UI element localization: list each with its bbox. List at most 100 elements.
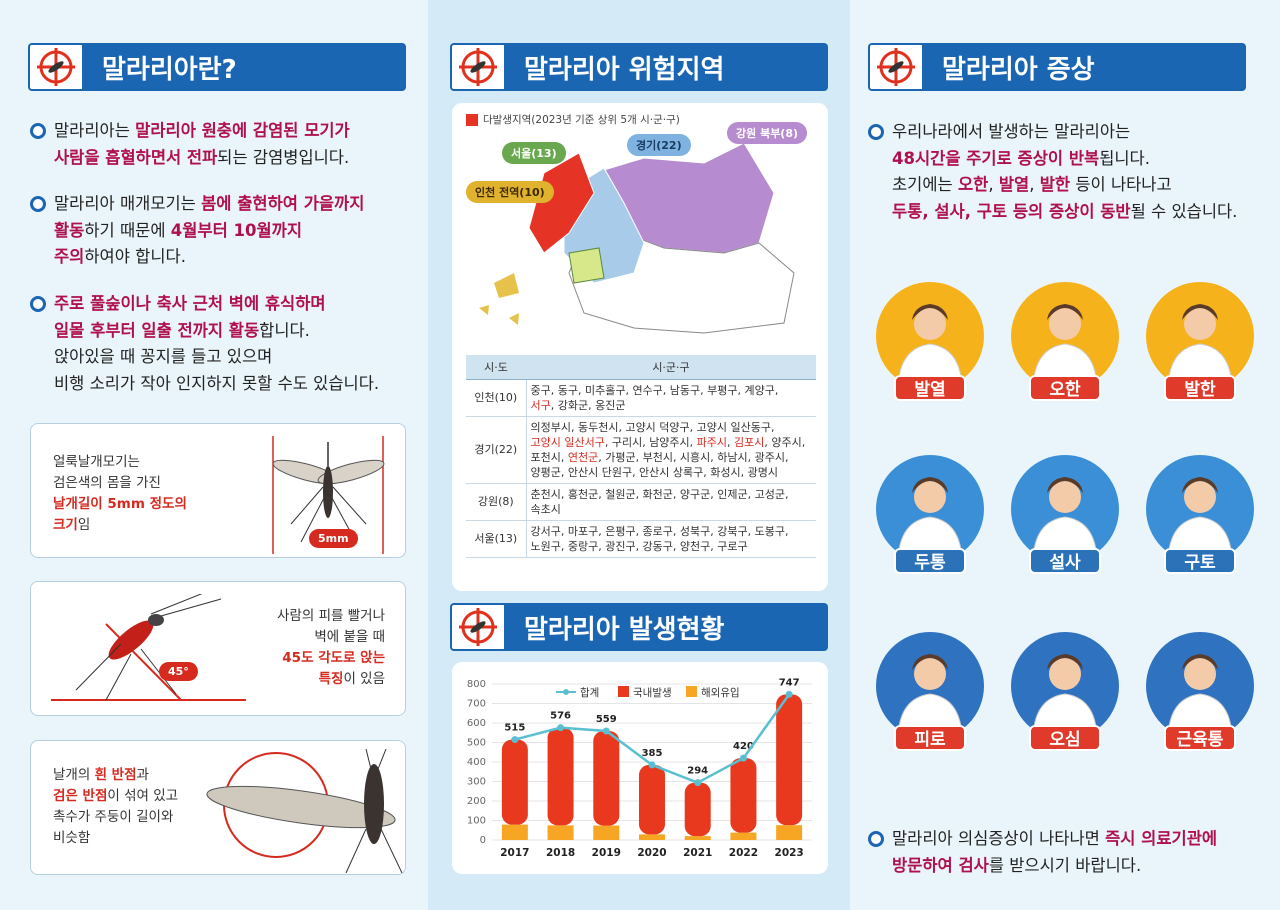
- text-run: 날개의: [53, 767, 95, 783]
- symptom-label: 오심: [1029, 725, 1101, 751]
- symptoms-intro: 우리나라에서 발생하는 말라리아는 48시간을 주기로 증상이 반복됩니다. 초기에…: [868, 119, 1272, 225]
- table-row: 경기(22) 의정부시, 동두천시, 고양시 덕양구, 고양시 일산동구, 고양시 …: [466, 416, 816, 484]
- symptom-label: 오한: [1029, 375, 1101, 401]
- text-run: 노원구, 중랑구, 광진구, 강동구, 양천구, 구로구: [530, 539, 748, 553]
- text-run: 임: [77, 517, 91, 533]
- text-run: 비슷함: [53, 830, 91, 846]
- text-run: 사람을 흡혈하면서 전파: [54, 147, 218, 167]
- symptom-illustration: [1011, 632, 1119, 740]
- text-run: 방문하여 검사: [892, 855, 989, 875]
- text-run: 검은 반점: [53, 788, 108, 804]
- risk-region-table: 시·도 시·군·구 인천(10) 중구, 동구, 미추홀구, 연수구, 남동구, 부…: [466, 355, 816, 558]
- legend-total-dot: [563, 689, 569, 695]
- y-tick-label: 500: [467, 738, 486, 749]
- column-what-is-malaria: 말라리아란? 말라리아는 말라리아 원충에 감염된 모기가 사람을 흡혈하면서 전…: [0, 0, 428, 910]
- bullet-ring-icon: [30, 196, 46, 212]
- th-province: 시·도: [466, 355, 526, 380]
- row-key: 경기(22): [466, 416, 527, 484]
- symptom-label: 발열: [894, 375, 966, 401]
- column-risk-and-stats: 말라리아 위험지역 다발생지역(2023년 기준 상위 5개 시·군·구) 서울…: [428, 0, 850, 910]
- y-tick-label: 300: [467, 777, 486, 788]
- mosquito-wing-illustration: [206, 749, 403, 873]
- card-wings-text: 날개의 흰 반점과 검은 반점이 섞여 있고 촉수가 주둥이 길이와 비슷함: [53, 765, 178, 849]
- row-value: 춘천시, 홍천군, 철원군, 화천군, 양구군, 인제군, 고성군, 속초시: [526, 483, 816, 521]
- map-legend: 다발생지역(2023년 기준 상위 5개 시·군·구): [483, 114, 680, 126]
- legend-overseas-swatch: [686, 686, 697, 697]
- text-run: 우리나라에서 발생하는 말라리아는: [892, 122, 1131, 141]
- bullet-ring-icon: [30, 296, 46, 312]
- symptom-label: 발한: [1164, 375, 1236, 401]
- text-run: 비행 소리가 작아 인지하지 못할 수도 있습니다.: [54, 373, 380, 393]
- bullet-habits: 주로 풀숲이나 축사 근처 벽에 휴식하며 일몰 후부터 일출 전까지 활동합니다…: [30, 291, 424, 397]
- size-tag: 5mm: [309, 529, 358, 548]
- risk-map-card: 다발생지역(2023년 기준 상위 5개 시·군·구) 서울(13) 경기(22…: [452, 103, 828, 591]
- text-run: 일몰 후부터 일출 전까지 활동: [54, 320, 260, 340]
- legend-overseas: 해외유입: [701, 686, 740, 699]
- mosquito-target-icon: [450, 43, 506, 91]
- text-run: , 양주시,: [764, 435, 806, 449]
- text-run: 되는 감염병입니다.: [217, 147, 350, 167]
- symptom-illustration: [1011, 282, 1119, 390]
- section-title: 말라리아 증상: [924, 43, 1246, 91]
- point-total: [557, 724, 565, 732]
- symptom-illustration: [1146, 632, 1254, 740]
- stats-chart-card: 0 100 200 300 400 500 600 700 800 2017 515 2018 576 2…: [452, 662, 828, 874]
- x-tick-label: 2021: [683, 847, 712, 859]
- text-run: 말라리아 의심증상이 나타나면: [892, 829, 1106, 848]
- symptoms-outro: 말라리아 의심증상이 나타나면 즉시 의료기관에 방문하여 검사를 받으시기 바랍…: [868, 826, 1272, 879]
- text-run: 의정부시, 동두천시, 고양시 덕양구, 고양시 일산동구,: [530, 420, 775, 434]
- section-header-what-is: 말라리아란?: [28, 43, 406, 91]
- card-wings: 날개의 흰 반점과 검은 반점이 섞여 있고 촉수가 주둥이 길이와 비슷함: [30, 740, 406, 875]
- bullet-ring-icon: [30, 123, 46, 139]
- legend-domestic-swatch: [618, 686, 629, 697]
- row-value: 강서구, 마포구, 은평구, 종로구, 성북구, 강북구, 도봉구, 노원구, 중…: [526, 520, 816, 558]
- symptom-item: 피로: [872, 632, 987, 751]
- card-size-text: 얼룩날개모기는 검은색의 몸을 가진 날개길이 5mm 정도의 크기임: [53, 452, 187, 536]
- text-run: 말라리아는: [54, 121, 136, 140]
- text-run: 파주시: [696, 435, 728, 449]
- text-run: 김포시: [734, 435, 765, 449]
- symptom-label: 설사: [1029, 548, 1101, 574]
- text-run: 속초시: [530, 502, 561, 516]
- mosquito-size-illustration: [272, 436, 385, 554]
- text-run: 과: [136, 767, 149, 783]
- text-run: 검은색의 몸을 가진: [53, 475, 161, 491]
- table-row: 강원(8) 춘천시, 홍천군, 철원군, 화천군, 양구군, 인제군, 고성군, 속…: [466, 483, 816, 521]
- x-tick-label: 2023: [775, 847, 804, 859]
- symptom-illustration: [876, 455, 984, 563]
- mosquito-target-icon: [28, 43, 84, 91]
- section-header-stats: 말라리아 발생현황: [450, 603, 828, 651]
- incidence-chart: 0 100 200 300 400 500 600 700 800 2017 515 2018 576 2…: [467, 677, 812, 859]
- row-value: 중구, 동구, 미추홀구, 연수구, 남동구, 부평구, 계양구, 서구, 강화군…: [526, 379, 816, 417]
- symptom-illustration: [1146, 282, 1254, 390]
- row-key: 인천(10): [466, 379, 527, 417]
- text-run: 를 받으시기 바랍니다.: [988, 855, 1142, 875]
- data-label: 515: [504, 723, 525, 734]
- x-tick-label: 2020: [637, 847, 666, 859]
- text-run: 크기: [53, 517, 78, 533]
- text-run: 주의: [54, 247, 85, 266]
- symptom-item: 근육통: [1142, 632, 1257, 751]
- y-tick-label: 400: [467, 757, 486, 768]
- text-run: ,: [1029, 175, 1040, 194]
- section-header-symptoms: 말라리아 증상: [868, 43, 1246, 91]
- legend-domestic: 국내발생: [633, 687, 672, 699]
- bullet-ring-icon: [868, 831, 884, 847]
- symptom-item: 설사: [1007, 455, 1122, 574]
- bullet-activity-season: 말라리아 매개모기는 봄에 출현하여 가을까지 활동하기 때문에 4월부터 10월…: [30, 191, 414, 271]
- text-run: 합니다.: [259, 320, 310, 340]
- bar-overseas: [684, 836, 711, 840]
- data-label: 559: [596, 714, 617, 725]
- text-run: 날개길이 5mm 정도의: [53, 496, 187, 512]
- symptom-label: 근육통: [1164, 725, 1236, 751]
- section-title: 말라리아 발생현황: [506, 603, 828, 651]
- text-run: 발열: [998, 175, 1030, 194]
- text-run: 이 섞여 있고: [107, 788, 179, 804]
- text-run: 벽에 붙을 때: [314, 629, 385, 645]
- table-row: 서울(13) 강서구, 마포구, 은평구, 종로구, 성북구, 강북구, 도봉구,…: [466, 520, 816, 558]
- bar-overseas: [593, 825, 620, 840]
- data-label: 294: [687, 766, 708, 777]
- symptom-item: 구토: [1142, 455, 1257, 574]
- text-run: ,: [988, 175, 999, 194]
- card-angle: 45° 사람의 피를 빨거나 벽에 붙을 때 45도 각도로 앉는 특징이 있음: [30, 581, 406, 716]
